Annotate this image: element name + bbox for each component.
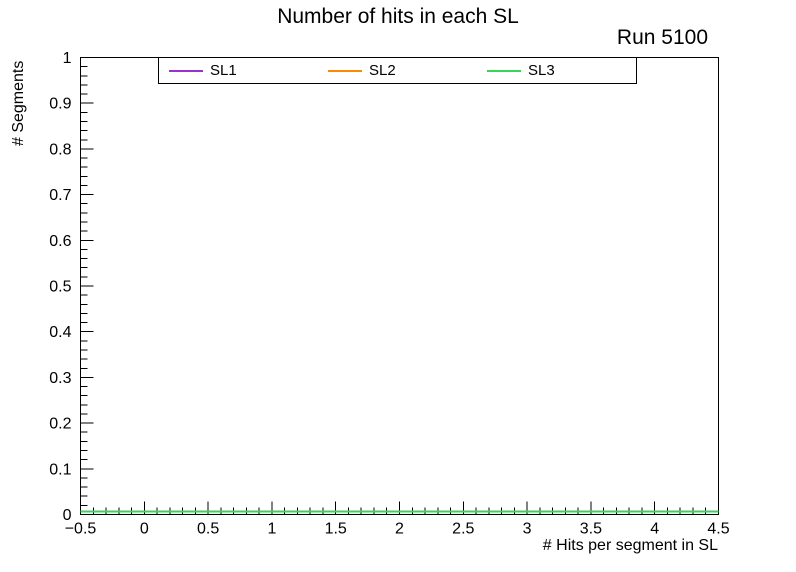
- legend-line-sl1: [169, 69, 203, 72]
- legend-label-sl3: SL3: [528, 62, 555, 79]
- y-tick-label: 0.4: [49, 324, 71, 341]
- x-tick-label: 3.5: [580, 521, 602, 538]
- x-tick-label: 1.5: [325, 521, 347, 538]
- legend-line-sl3: [487, 69, 521, 72]
- legend-line-sl2: [328, 69, 362, 72]
- legend-label-sl2: SL2: [369, 62, 396, 79]
- y-tick-label: 0.8: [49, 141, 71, 158]
- x-tick-label: 2: [395, 521, 404, 538]
- y-tick-label: 0.7: [49, 187, 71, 204]
- y-tick-label: 0.3: [49, 370, 71, 387]
- legend-entry-sl1: SL1: [159, 62, 318, 79]
- y-tick-label: 1: [63, 50, 72, 67]
- x-tick-label: 2.5: [452, 521, 474, 538]
- x-tick-label: 1: [267, 521, 276, 538]
- legend-entry-sl3: SL3: [477, 62, 636, 79]
- x-axis-ticks: [80, 501, 719, 515]
- chart-title: Number of hits in each SL: [277, 5, 519, 28]
- x-tick-label: 0.5: [197, 521, 219, 538]
- legend-entry-sl2: SL2: [318, 62, 477, 79]
- legend: SL1 SL2 SL3: [158, 57, 637, 84]
- plot-frame: [80, 57, 719, 515]
- y-tick-label: 0.6: [49, 233, 71, 250]
- y-axis-labels: 0 0.1 0.2 0.3 0.4 0.5 0.6 0.7 0.8 0.9 1: [49, 50, 71, 524]
- x-tick-label: 3: [523, 521, 532, 538]
- y-tick-label: 0: [63, 507, 72, 524]
- y-tick-label: 0.1: [49, 461, 71, 478]
- x-axis-labels: −0.5 0 0.5 1 1.5 2 2.5 3 3.5 4 4.5: [65, 521, 730, 538]
- x-axis-title: # Hits per segment in SL: [542, 537, 718, 554]
- y-axis-ticks: [80, 57, 94, 515]
- y-tick-label: 0.2: [49, 416, 71, 433]
- x-tick-label: 4.5: [707, 521, 729, 538]
- legend-label-sl1: SL1: [210, 62, 237, 79]
- x-tick-label: −0.5: [65, 521, 97, 538]
- x-tick-label: 0: [140, 521, 149, 538]
- y-tick-label: 0.9: [49, 96, 71, 113]
- x-tick-label: 4: [650, 521, 659, 538]
- y-tick-label: 0.5: [49, 279, 71, 296]
- run-label: Run 5100: [616, 26, 708, 49]
